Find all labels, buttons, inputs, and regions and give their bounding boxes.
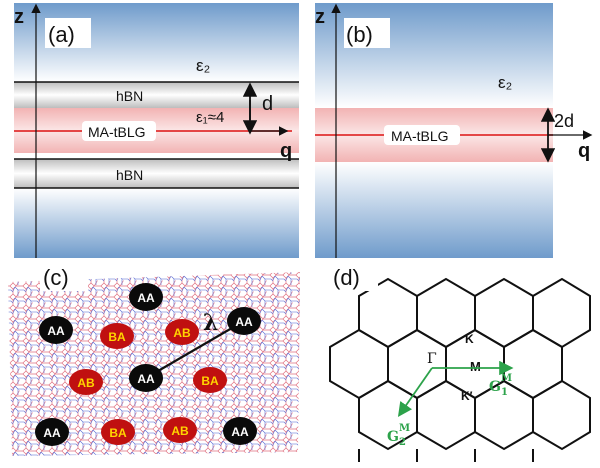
svg-text:AB: AB bbox=[173, 326, 191, 340]
svg-text:AA: AA bbox=[137, 291, 155, 305]
ab-site: AB bbox=[165, 319, 199, 345]
ba-site: BA bbox=[193, 367, 227, 393]
svg-text:AA: AA bbox=[43, 426, 61, 440]
svg-text:AA: AA bbox=[235, 315, 253, 329]
moire-lattice bbox=[8, 272, 300, 456]
panel-d: (d) Γ K K′ M G M 1 G M 2 bbox=[329, 263, 591, 462]
panel-label-b: (b) bbox=[346, 22, 373, 47]
gamma-label: Γ bbox=[427, 351, 437, 367]
panel-label-box bbox=[344, 18, 390, 48]
panel-label-box bbox=[45, 18, 91, 48]
k-label: K bbox=[465, 332, 474, 346]
hbn-bottom-label: hBN bbox=[116, 167, 143, 183]
q-axis-label: q bbox=[280, 140, 292, 162]
g2-vector bbox=[397, 367, 433, 417]
aa-site: AA bbox=[223, 417, 257, 445]
tblg-label-box bbox=[384, 125, 460, 145]
svg-text:M: M bbox=[399, 423, 410, 434]
ab-site: AB bbox=[163, 417, 197, 443]
svg-text:AB: AB bbox=[171, 424, 189, 438]
panel-label-box bbox=[40, 263, 88, 291]
panel-label-a: (a) bbox=[48, 22, 75, 47]
k-prime-label: K′ bbox=[461, 389, 473, 403]
ba-site: BA bbox=[101, 419, 135, 445]
svg-text:G: G bbox=[489, 379, 501, 395]
svg-text:2: 2 bbox=[399, 437, 406, 448]
aa-site: AA bbox=[129, 364, 163, 392]
z-axis-label: z bbox=[14, 6, 24, 28]
eps1-label: ε₁≈4 bbox=[196, 109, 224, 126]
svg-text:AA: AA bbox=[47, 324, 65, 338]
svg-text:AB: AB bbox=[77, 376, 95, 390]
g2-label: G M 2 bbox=[387, 423, 410, 448]
tblg-label: MA-tBLG bbox=[391, 128, 449, 144]
thickness-label: d bbox=[262, 93, 273, 115]
z-axis-label: z bbox=[315, 6, 325, 28]
svg-text:M: M bbox=[501, 373, 512, 384]
panel-label-d: (d) bbox=[333, 265, 360, 290]
brillouin-zone-grid bbox=[329, 277, 591, 462]
panel-label-c: (c) bbox=[43, 265, 69, 290]
substrate-bottom bbox=[14, 188, 299, 258]
eps2-label: ε₂ bbox=[498, 73, 512, 92]
svg-text:1: 1 bbox=[501, 387, 508, 398]
lambda-label: λ bbox=[203, 310, 218, 336]
hbn-top-band bbox=[14, 82, 299, 108]
svg-text:BA: BA bbox=[108, 330, 126, 344]
hbn-top-label: hBN bbox=[116, 88, 143, 104]
panel-c: (c) λ AA AA AA AA AA AA BA AB AB BA BA A… bbox=[8, 263, 300, 456]
panel-a: z q (a) ε₂ hBN ε₁≈4 MA-tBLG hBN d bbox=[14, 3, 299, 258]
thickness-label: 2d bbox=[554, 111, 574, 131]
panel-label-box bbox=[330, 263, 378, 291]
svg-text:BA: BA bbox=[109, 426, 127, 440]
hbn-bottom-band bbox=[14, 159, 299, 188]
svg-text:G: G bbox=[387, 429, 399, 445]
aa-site: AA bbox=[39, 316, 73, 344]
panel-b: z q (b) ε₂ MA-tBLG 2d bbox=[315, 3, 593, 258]
ab-site: AB bbox=[69, 369, 103, 395]
g1-label: G M 1 bbox=[489, 373, 512, 398]
eps2-label: ε₂ bbox=[196, 56, 210, 75]
aa-site: AA bbox=[129, 283, 163, 311]
lambda-line bbox=[145, 320, 245, 379]
tblg-label-box bbox=[82, 121, 156, 141]
aa-site: AA bbox=[227, 307, 261, 335]
substrate-bottom bbox=[315, 162, 553, 258]
tblg-label: MA-tBLG bbox=[88, 124, 146, 140]
ba-site: BA bbox=[100, 323, 134, 349]
m-label: M bbox=[470, 359, 481, 374]
svg-text:BA: BA bbox=[201, 374, 219, 388]
svg-text:AA: AA bbox=[137, 372, 155, 386]
svg-text:AA: AA bbox=[231, 425, 249, 439]
q-axis-label: q bbox=[578, 140, 590, 162]
aa-site: AA bbox=[35, 418, 69, 446]
